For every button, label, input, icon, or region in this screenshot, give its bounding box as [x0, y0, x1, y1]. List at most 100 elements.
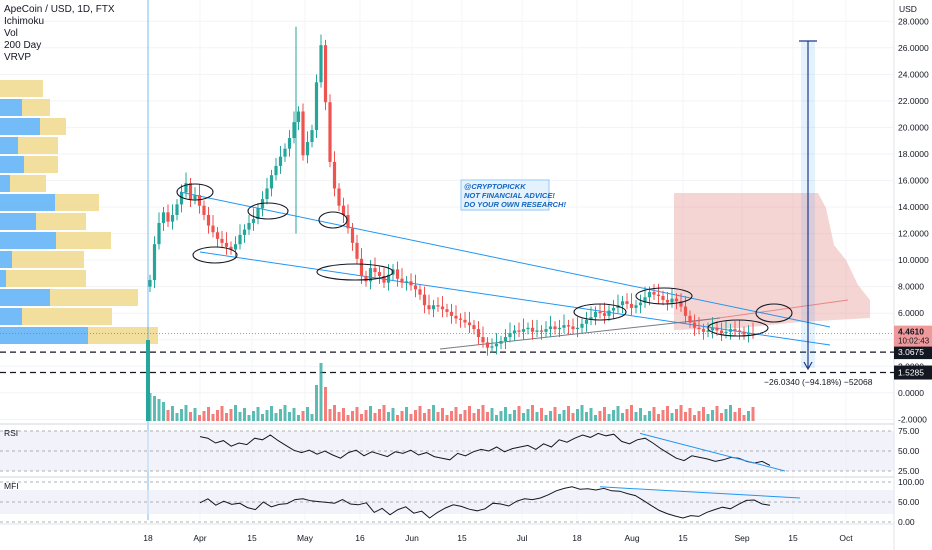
candle-body: [197, 195, 202, 206]
price-tick-label: 28.0000: [898, 16, 929, 26]
volume-bar: [198, 415, 201, 421]
candle-body: [292, 122, 296, 139]
time-tick-label: Sep: [734, 533, 749, 543]
volume-bar: [742, 415, 746, 421]
volume-bar: [220, 406, 224, 421]
volume-bar: [481, 405, 485, 421]
volume-bar: [270, 406, 273, 421]
candle-body: [539, 330, 544, 332]
price-tick-label: -2.0000: [898, 414, 927, 424]
candle-body: [157, 222, 161, 245]
volume-bar: [634, 412, 638, 421]
candle-body: [238, 234, 242, 245]
volume-bar: [589, 408, 593, 421]
symbol-title[interactable]: ApeCoin / USD, 1D, FTX: [4, 4, 115, 15]
volume-bar: [243, 408, 246, 421]
volume-bar: [333, 405, 336, 421]
annotation-box: [460, 179, 550, 211]
candle-body: [593, 311, 598, 318]
candle-body: [526, 327, 530, 330]
volume-bar: [157, 399, 161, 421]
volume-bar: [598, 411, 602, 421]
volume-bar: [517, 406, 521, 421]
candle-body: [346, 215, 350, 229]
candle-body: [395, 269, 400, 279]
candle-body: [674, 298, 679, 302]
vrvp-bar-up: [0, 270, 6, 287]
volume-bar: [693, 415, 696, 421]
candle-body: [472, 325, 476, 330]
time-tick-label: 18: [143, 533, 153, 543]
current-price-label: 4.4610: [898, 327, 924, 337]
volume-bar: [427, 409, 431, 421]
time-tick-label: Jul: [517, 533, 528, 543]
volume-bar: [288, 412, 291, 421]
candle-body: [148, 280, 152, 287]
price-tick-label: 24.0000: [898, 69, 929, 79]
time-tick-label: 15: [457, 533, 467, 543]
rsi-tick-label: 25.00: [898, 466, 920, 476]
candle-body: [278, 156, 283, 166]
candle-body: [184, 183, 188, 193]
candle-body: [697, 327, 701, 330]
candle-body: [215, 232, 220, 239]
candle-body: [701, 329, 706, 332]
highlight-ellipse: [635, 287, 693, 305]
candle-body: [427, 305, 431, 310]
volume-bar: [256, 407, 260, 421]
candle-body: [251, 218, 256, 223]
volume-bar-launch: [146, 340, 150, 421]
candle-body: [305, 142, 310, 156]
candle-body: [175, 204, 179, 215]
candle-body: [301, 111, 305, 156]
candle-body: [242, 229, 247, 235]
mfi-tick-label: 50.00: [898, 497, 920, 507]
candle-body: [553, 326, 557, 330]
time-tick-label: 16: [355, 533, 365, 543]
volume-bar: [477, 409, 480, 421]
candle-body: [323, 45, 328, 103]
candle-body: [589, 317, 593, 320]
highlight-ellipse: [247, 202, 289, 220]
candle-body: [661, 295, 665, 300]
volume-bar: [274, 413, 278, 421]
indicator-vrvp[interactable]: VRVP: [4, 52, 32, 63]
candle-body: [283, 148, 287, 157]
indicator-200day[interactable]: 200 Day: [4, 40, 42, 51]
volume-bar: [675, 409, 678, 421]
candle-body: [400, 278, 404, 283]
price-tick-label: 8.0000: [898, 282, 924, 292]
volume-bar: [666, 406, 669, 421]
candle-body: [715, 327, 719, 331]
indicator-ichimoku[interactable]: Ichimoku: [4, 16, 45, 27]
candle-body: [724, 331, 728, 334]
volume-bar: [175, 413, 179, 421]
volume-bar: [553, 407, 557, 421]
volume-bar: [684, 412, 687, 421]
volume-bar: [306, 407, 309, 421]
candle-body: [319, 45, 323, 83]
candle-body: [287, 138, 292, 149]
volume-bar: [751, 407, 755, 421]
candle-body: [710, 327, 715, 331]
vrvp-bar-down: [36, 213, 86, 230]
volume-bar: [657, 414, 660, 421]
candle-body: [706, 330, 710, 332]
candle-body: [688, 315, 692, 323]
volume-bar: [697, 411, 701, 421]
rsi-tick-label: 75.00: [898, 426, 920, 436]
candle-body: [364, 276, 368, 282]
candle-body: [296, 111, 301, 123]
vrvp-bar-down: [40, 118, 66, 135]
highlight-ellipse: [755, 303, 793, 323]
volume-bar: [378, 409, 381, 421]
candle-body: [409, 281, 413, 286]
vrvp-bar-up: [0, 175, 10, 192]
volume-bar: [540, 408, 543, 421]
candle-body: [557, 327, 562, 330]
candle-body: [746, 333, 751, 335]
candle-body: [562, 325, 566, 328]
volume-bar: [625, 409, 629, 421]
indicator-vol[interactable]: Vol: [4, 28, 18, 39]
